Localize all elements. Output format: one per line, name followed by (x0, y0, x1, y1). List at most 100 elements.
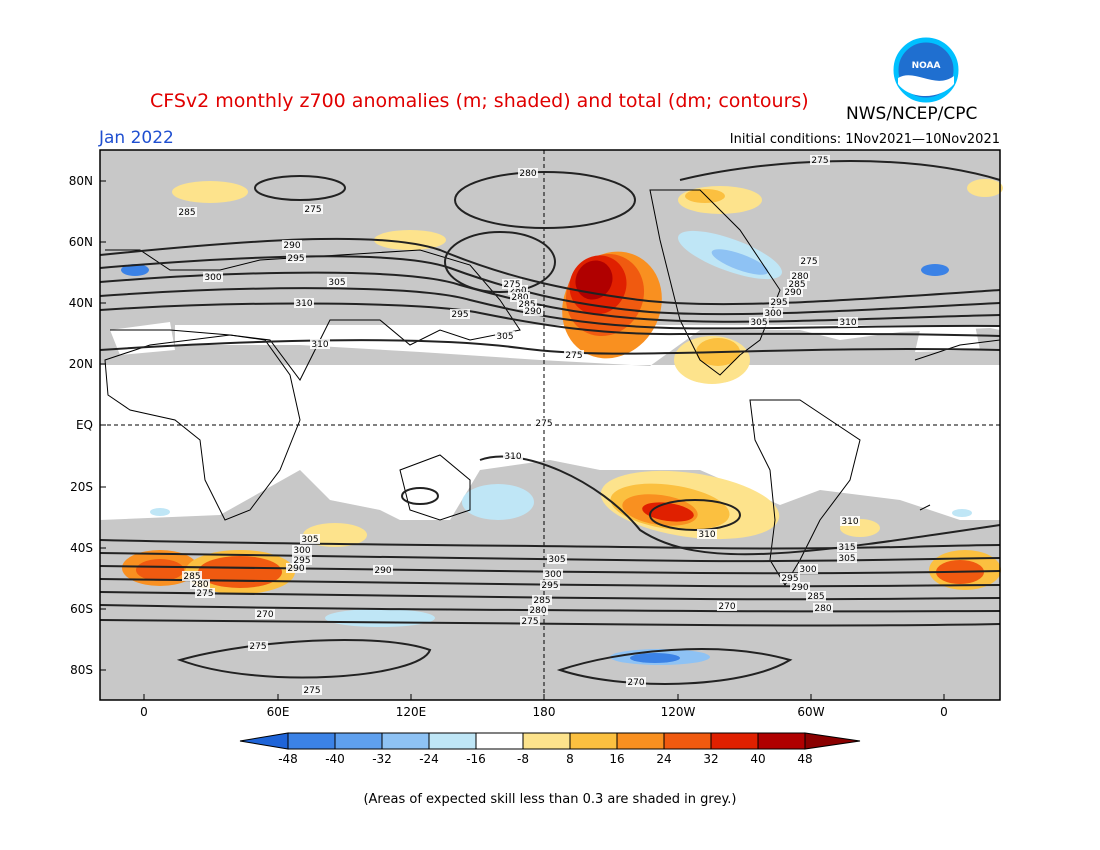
colorbar-segment (663, 732, 712, 750)
contour-label: 300 (799, 565, 816, 575)
contour-label-bg (810, 155, 830, 165)
contour-label: 280 (511, 293, 528, 303)
contour-label: 285 (533, 596, 550, 606)
contour-label-bg (790, 271, 810, 281)
contour-label-bg (255, 609, 275, 619)
longitude-label: 120E (396, 705, 427, 719)
contour-label-bg (503, 451, 523, 461)
colorbar-tick-label: -8 (517, 752, 529, 766)
contour-label-bg (798, 564, 818, 574)
contour-label-bg (303, 204, 323, 214)
contour-label-bg (543, 569, 563, 579)
contour-label: 280 (791, 272, 808, 282)
contour-label: 315 (838, 543, 855, 553)
contour-label: 285 (788, 280, 805, 290)
contour-label-bg (837, 542, 857, 552)
colorbar: -48 -40 -32 -24 -16 -8 8 16 24 32 40 48 (239, 732, 861, 766)
contour-label: 300 (764, 309, 781, 319)
latitude-label: 20N (69, 357, 93, 371)
contour-label: 275 (800, 257, 817, 267)
contour-label: 300 (293, 546, 310, 556)
contour-label-bg (783, 287, 803, 297)
initial-conditions: Initial conditions: 1Nov2021—10Nov2021 (729, 132, 1000, 147)
contour-label: 305 (328, 278, 345, 288)
contour-label-bg (523, 306, 543, 316)
contour-label-bg (450, 309, 470, 319)
latitude-label: 40N (69, 296, 93, 310)
contour-label: 275 (303, 686, 320, 696)
colorbar-tick-label: 8 (566, 752, 574, 766)
contour-label-bg (495, 331, 515, 341)
contour-label-bg (838, 317, 858, 327)
contour-label: 310 (504, 452, 521, 462)
colorbar-tick-label: -24 (419, 752, 439, 766)
contour-label: 285 (518, 300, 535, 310)
contour-label: 270 (627, 678, 644, 688)
contour-label-bg (302, 685, 322, 695)
contour-label: 310 (311, 340, 328, 350)
contour-label: 270 (718, 602, 735, 612)
contour-label-bg (510, 292, 530, 302)
contour-label-bg (787, 279, 807, 289)
colorbar-segment (522, 732, 571, 750)
colorbar-tick-label: -32 (372, 752, 392, 766)
contour-label: 290 (784, 288, 801, 298)
contour-label: 280 (529, 606, 546, 616)
longitude-label: 0 (940, 705, 948, 719)
noaa-logo-text: NOAA (912, 61, 941, 71)
contour-label: 310 (295, 299, 312, 309)
contour-label-bg (310, 339, 330, 349)
contour-label: 285 (178, 208, 195, 218)
contour-label: 310 (841, 517, 858, 527)
contour-label: 290 (287, 564, 304, 574)
latitude-label: 20S (70, 480, 93, 494)
colorbar-segment (381, 732, 430, 750)
contour-label-bg (203, 272, 223, 282)
contour-label: 285 (807, 592, 824, 602)
latitude-labels: 80N 60N 40N 20N EQ 20S 40S 60S 80S (69, 174, 106, 677)
contour-label: 295 (770, 298, 787, 308)
contour-label-bg (697, 529, 717, 539)
colorbar-segment (287, 732, 336, 750)
colorbar-segment (616, 732, 665, 750)
contour-label: 290 (374, 566, 391, 576)
contour-label-bg (520, 616, 540, 626)
colorbar-tick-label: 32 (703, 752, 718, 766)
contour-label: 305 (496, 332, 513, 342)
contour-label: 290 (791, 583, 808, 593)
contour-label-bg (373, 565, 393, 575)
contour-label-bg (837, 553, 857, 563)
contour-label: 275 (196, 589, 213, 599)
contour-label: 295 (293, 556, 310, 566)
contour-label: 275 (521, 617, 538, 627)
contour-label: 305 (750, 318, 767, 328)
contour-label-bg (769, 297, 789, 307)
contour-label: 310 (698, 530, 715, 540)
contour-label-bg (813, 603, 833, 613)
contour-label-bg (502, 279, 522, 289)
contour-label-bg (327, 277, 347, 287)
contour-label: 275 (565, 351, 582, 361)
contour-label-bg (534, 418, 554, 428)
longitude-label: 120W (661, 705, 696, 719)
contour-label-bg (806, 591, 826, 601)
longitude-label: 180 (533, 705, 556, 719)
contour-label: 280 (191, 580, 208, 590)
contour-label-bg (195, 588, 215, 598)
contour-label: 285 (183, 572, 200, 582)
latitude-label: 80S (70, 663, 93, 677)
contour-label-bg (182, 571, 202, 581)
contour-label: 305 (301, 535, 318, 545)
colorbar-segment (569, 732, 618, 750)
colorbar-tick-label: 24 (656, 752, 671, 766)
contour-label-bg (790, 582, 810, 592)
contour-label-bg (528, 605, 548, 615)
contour-label-bg (508, 285, 528, 295)
contour-label: 305 (548, 555, 565, 565)
contour-label: 275 (503, 280, 520, 290)
contour-label: 280 (519, 169, 536, 179)
contour-label-bg (749, 317, 769, 327)
colorbar-right-arrow (804, 732, 861, 750)
contour-label-bg (286, 253, 306, 263)
